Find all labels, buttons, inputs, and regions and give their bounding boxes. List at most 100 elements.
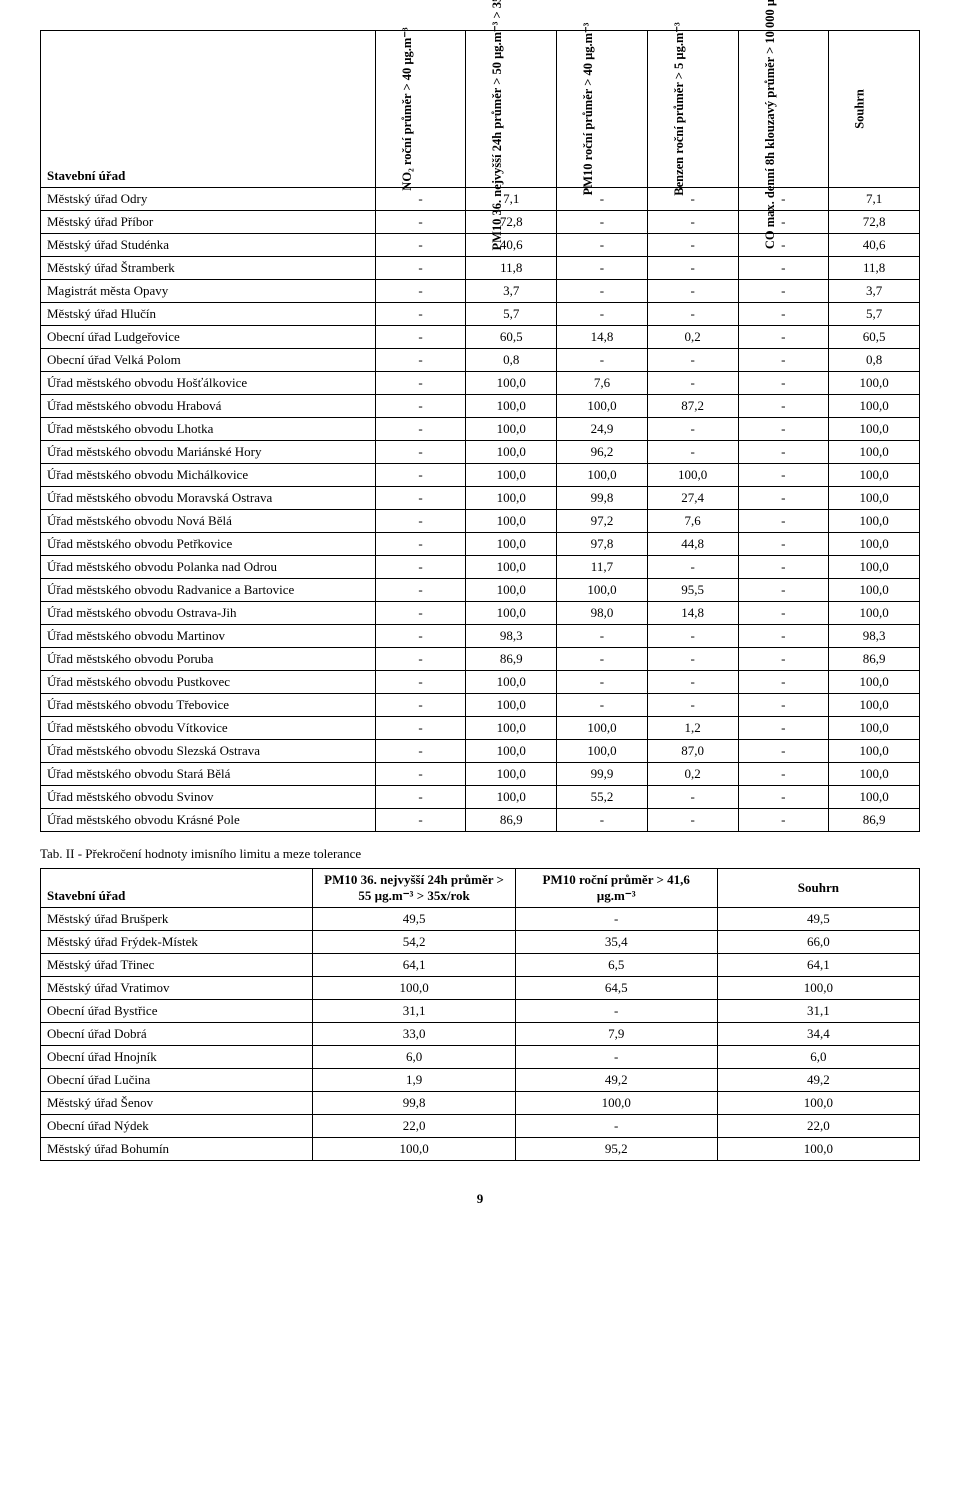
- row-label: Úřad městského obvodu Hošťálkovice: [41, 372, 376, 395]
- cell: -: [375, 441, 466, 464]
- cell: -: [738, 510, 829, 533]
- cell: -: [515, 1115, 717, 1138]
- row-label: Úřad městského obvodu Moravská Ostrava: [41, 487, 376, 510]
- cell: 60,5: [829, 326, 920, 349]
- table-row: Úřad městského obvodu Martinov-98,3---98…: [41, 625, 920, 648]
- cell: 64,1: [717, 954, 919, 977]
- cell: -: [375, 257, 466, 280]
- row-label: Městský úřad Odry: [41, 188, 376, 211]
- cell: 87,2: [647, 395, 738, 418]
- cell: 40,6: [829, 234, 920, 257]
- cell: 100,0: [829, 602, 920, 625]
- row-label: Úřad městského obvodu Polanka nad Odrou: [41, 556, 376, 579]
- cell: 1,9: [313, 1069, 515, 1092]
- cell: 100,0: [829, 510, 920, 533]
- table-row: Obecní úřad Bystřice31,1-31,1: [41, 1000, 920, 1023]
- cell: -: [647, 625, 738, 648]
- cell: 100,0: [557, 395, 648, 418]
- cell: -: [375, 717, 466, 740]
- cell: 86,9: [466, 809, 557, 832]
- cell: 99,8: [313, 1092, 515, 1115]
- row-label: Městský úřad Šenov: [41, 1092, 313, 1115]
- cell: -: [375, 786, 466, 809]
- cell: 97,8: [557, 533, 648, 556]
- cell: 72,8: [466, 211, 557, 234]
- cell: 33,0: [313, 1023, 515, 1046]
- table-row: Městský úřad Brušperk49,5-49,5: [41, 908, 920, 931]
- table-row: Úřad městského obvodu Hošťálkovice-100,0…: [41, 372, 920, 395]
- table-row: Městský úřad Odry-7,1---7,1: [41, 188, 920, 211]
- page-number: 9: [40, 1191, 920, 1207]
- row-label: Městský úřad Štramberk: [41, 257, 376, 280]
- cell: -: [738, 602, 829, 625]
- table-row: Městský úřad Hlučín-5,7---5,7: [41, 303, 920, 326]
- cell: -: [375, 533, 466, 556]
- table-row: Úřad městského obvodu Hrabová-100,0100,0…: [41, 395, 920, 418]
- table-1: Stavební úřad NO₂ roční průměr > 40 µg.m…: [40, 30, 920, 832]
- cell: 0,2: [647, 326, 738, 349]
- cell: 100,0: [466, 510, 557, 533]
- cell: 100,0: [466, 763, 557, 786]
- cell: 100,0: [829, 395, 920, 418]
- row-label: Úřad městského obvodu Michálkovice: [41, 464, 376, 487]
- cell: -: [738, 441, 829, 464]
- cell: 7,6: [647, 510, 738, 533]
- cell: 100,0: [829, 556, 920, 579]
- row-label: Úřad městského obvodu Martinov: [41, 625, 376, 648]
- cell: 100,0: [313, 977, 515, 1000]
- row-label: Městský úřad Studénka: [41, 234, 376, 257]
- t1-header-c5: CO max. denní 8h klouzavý průměr > 10 00…: [738, 31, 829, 188]
- cell: 100,0: [466, 671, 557, 694]
- cell: -: [557, 694, 648, 717]
- table-row: Obecní úřad Nýdek22,0-22,0: [41, 1115, 920, 1138]
- cell: -: [647, 441, 738, 464]
- cell: 11,8: [829, 257, 920, 280]
- cell: 100,0: [466, 694, 557, 717]
- cell: 7,1: [466, 188, 557, 211]
- cell: 98,3: [466, 625, 557, 648]
- cell: 98,3: [829, 625, 920, 648]
- t2-header-c2: PM10 roční průměr > 41,6 µg.m⁻³: [515, 869, 717, 908]
- cell: -: [647, 418, 738, 441]
- table-2-header-row: Stavební úřad PM10 36. nejvyšší 24h prům…: [41, 869, 920, 908]
- table-row: Úřad městského obvodu Vítkovice-100,0100…: [41, 717, 920, 740]
- cell: 60,5: [466, 326, 557, 349]
- cell: -: [738, 280, 829, 303]
- row-label: Úřad městského obvodu Vítkovice: [41, 717, 376, 740]
- cell: -: [375, 579, 466, 602]
- cell: 100,0: [313, 1138, 515, 1161]
- cell: 100,0: [466, 464, 557, 487]
- cell: 22,0: [313, 1115, 515, 1138]
- cell: -: [647, 280, 738, 303]
- cell: 27,4: [647, 487, 738, 510]
- cell: 95,2: [515, 1138, 717, 1161]
- row-label: Obecní úřad Lučina: [41, 1069, 313, 1092]
- table-row: Městský úřad Štramberk-11,8---11,8: [41, 257, 920, 280]
- cell: -: [738, 257, 829, 280]
- table-row: Úřad městského obvodu Lhotka-100,024,9--…: [41, 418, 920, 441]
- cell: -: [375, 694, 466, 717]
- cell: -: [375, 280, 466, 303]
- cell: -: [557, 349, 648, 372]
- cell: -: [738, 234, 829, 257]
- row-label: Úřad městského obvodu Slezská Ostrava: [41, 740, 376, 763]
- row-label: Úřad městského obvodu Petřkovice: [41, 533, 376, 556]
- cell: 100,0: [717, 977, 919, 1000]
- cell: 49,2: [717, 1069, 919, 1092]
- row-label: Obecní úřad Ludgeřovice: [41, 326, 376, 349]
- cell: -: [375, 349, 466, 372]
- cell: 100,0: [829, 717, 920, 740]
- cell: -: [647, 694, 738, 717]
- row-label: Obecní úřad Dobrá: [41, 1023, 313, 1046]
- cell: 55,2: [557, 786, 648, 809]
- cell: 100,0: [466, 556, 557, 579]
- cell: 100,0: [829, 740, 920, 763]
- cell: -: [557, 188, 648, 211]
- cell: 0,2: [647, 763, 738, 786]
- cell: -: [375, 602, 466, 625]
- table-row: Městský úřad Bohumín100,095,2100,0: [41, 1138, 920, 1161]
- row-label: Úřad městského obvodu Lhotka: [41, 418, 376, 441]
- cell: 0,8: [829, 349, 920, 372]
- cell: 31,1: [313, 1000, 515, 1023]
- cell: 100,0: [466, 441, 557, 464]
